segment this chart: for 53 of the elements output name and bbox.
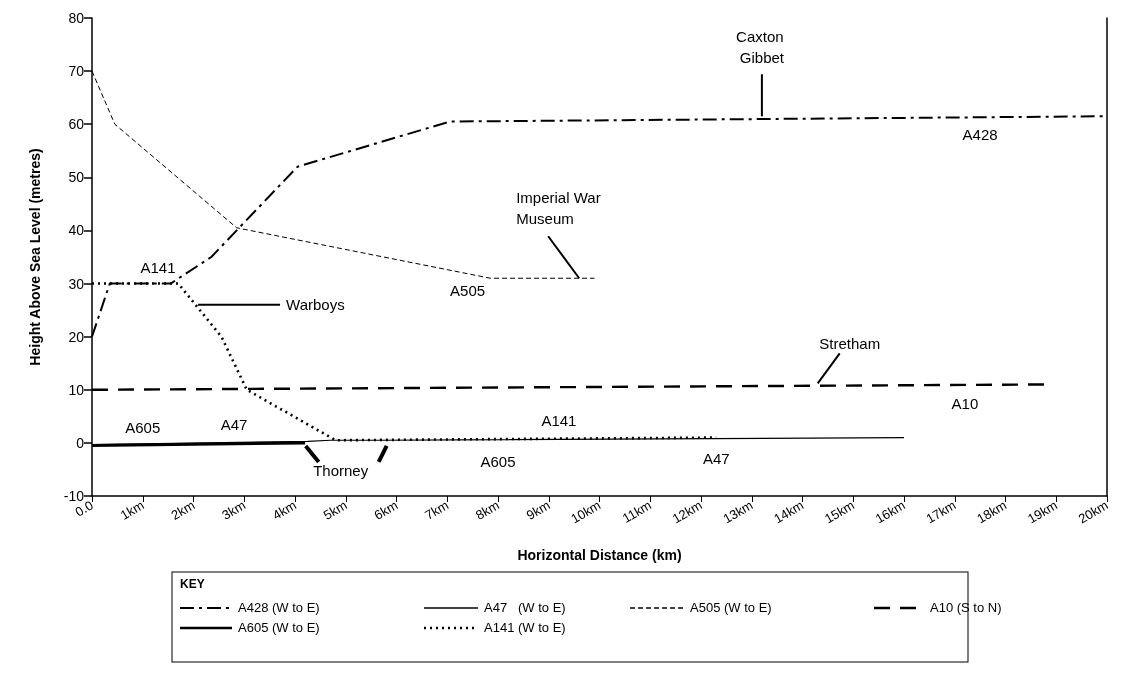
y-tick-label: 30 <box>68 275 85 292</box>
legend-label: A505 (W to E) <box>690 600 772 615</box>
annotation: A505 <box>450 282 486 300</box>
x-tick-label: 6km <box>371 497 401 523</box>
annotation: A10 <box>951 394 979 412</box>
legend-label: A141 (W to E) <box>484 620 566 635</box>
y-tick-label: 40 <box>68 222 85 239</box>
legend-label: A605 (W to E) <box>238 620 320 635</box>
annotation: Imperial War Museum <box>516 189 605 228</box>
annotation: Stretham <box>819 334 881 352</box>
x-tick-label: 3km <box>219 497 248 523</box>
y-tick-label: 0 <box>76 434 85 451</box>
x-tick-label: 1km <box>117 497 147 523</box>
x-tick-label: 12km <box>669 497 705 527</box>
x-tick-label: 10km <box>568 497 604 527</box>
legend-label: A10 (S to N) <box>930 600 1002 615</box>
y-tick-label: 70 <box>68 63 85 80</box>
legend-title: KEY <box>180 577 205 591</box>
y-tick-label: 50 <box>68 169 85 186</box>
y-tick-label: 10 <box>68 381 85 398</box>
annotation: A605 <box>125 418 161 436</box>
x-tick-label: 14km <box>771 497 807 527</box>
x-tick-label: 17km <box>923 497 959 527</box>
annotation: A605 <box>480 453 516 471</box>
annotation: A47 <box>702 450 730 468</box>
y-axis-title: Height Above Sea Level (metres) <box>27 148 43 366</box>
x-tick-label: 8km <box>473 497 502 523</box>
x-tick-label: 11km <box>619 497 654 526</box>
x-tick-label: 19km <box>1024 497 1060 527</box>
annotation: Thorney <box>313 462 369 480</box>
annotation: A141 <box>541 412 577 430</box>
x-tick-label: 9km <box>523 497 553 523</box>
x-tick-label: 13km <box>720 497 756 527</box>
x-axis-title: Horizontal Distance (km) <box>517 547 682 563</box>
x-tick-label: 5km <box>320 497 350 523</box>
y-tick-label: 60 <box>68 116 85 133</box>
x-tick-label: 20km <box>1075 497 1111 527</box>
annotation: Warboys <box>286 296 345 314</box>
x-tick-label: 7km <box>422 497 451 523</box>
x-tick-label: 16km <box>872 497 908 527</box>
y-tick-label: -10 <box>63 488 85 504</box>
legend-label: A47 (W to E) <box>484 600 566 615</box>
annotation: A428 <box>962 126 998 144</box>
y-tick-label: 80 <box>68 10 85 26</box>
legend-label: A428 (W to E) <box>238 600 320 615</box>
annotation: A141 <box>140 259 176 277</box>
x-tick-label: 2km <box>168 497 198 523</box>
x-tick-label: 18km <box>974 497 1010 527</box>
annotation: A47 <box>220 416 248 434</box>
x-tick-label: 15km <box>821 497 857 527</box>
annotation: Caxton Gibbet <box>736 28 788 67</box>
y-tick-label: 20 <box>68 328 85 345</box>
x-tick-label: 4km <box>270 497 299 523</box>
